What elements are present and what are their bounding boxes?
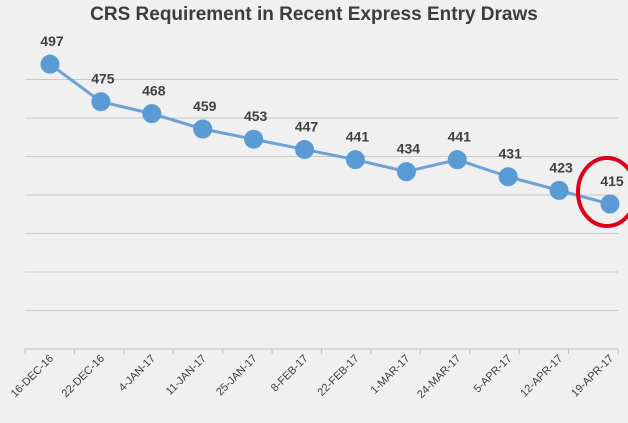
data-label: 453: [244, 108, 268, 124]
data-point: [447, 150, 467, 170]
data-point: [345, 150, 365, 170]
data-point: [244, 129, 264, 149]
x-tick-labels: 16-DEC-16 22-DEC-16 4-JAN-17 11-JAN-17 25-JA…: [9, 353, 616, 401]
gridlines: [25, 79, 618, 311]
highlight-circle: [576, 156, 628, 229]
x-tick-label: 11-JAN-17: [164, 353, 209, 398]
data-point: [193, 119, 213, 139]
series-line: [49, 62, 611, 206]
data-point: [498, 167, 518, 187]
x-tick-label: 5-APR-17: [472, 353, 515, 396]
x-tick-label: 8-FEB-17: [269, 353, 311, 395]
data-labels: 497 475 468 459 453 447 441 434 441 431 423 415: [40, 33, 624, 189]
x-tick-label: 24-MAR-17: [415, 353, 463, 401]
data-point: [40, 54, 60, 74]
data-point: [91, 92, 111, 112]
data-label: 459: [193, 98, 217, 114]
x-tick-label: 1-MAR-17: [369, 353, 413, 397]
chart-title: CRS Requirement in Recent Express Entry …: [90, 4, 538, 25]
x-tick-label: 16-DEC-16: [9, 353, 56, 400]
data-point: [549, 180, 569, 200]
data-label: 434: [397, 141, 421, 157]
data-label: 441: [448, 129, 472, 145]
data-point: [142, 104, 162, 124]
x-tick-label: 22-DEC-16: [60, 353, 107, 400]
x-tick-label: 25-JAN-17: [214, 353, 260, 399]
x-tick-label: 4-JAN-17: [117, 353, 158, 394]
data-label: 415: [600, 173, 624, 189]
x-axis: [24, 348, 619, 354]
data-point: [295, 139, 315, 159]
data-points: [40, 54, 620, 214]
data-point: [396, 162, 416, 182]
x-tick-label: 19-APR-17: [569, 353, 616, 400]
data-label: 447: [295, 118, 319, 134]
x-tick-label: 12-APR-17: [518, 353, 565, 400]
data-label: 431: [499, 146, 523, 162]
data-label: 475: [91, 71, 115, 87]
data-label: 441: [346, 129, 370, 145]
data-label: 423: [549, 159, 573, 175]
data-label: 497: [40, 33, 64, 49]
data-label: 468: [142, 83, 166, 99]
x-tick-label: 22-FEB-17: [315, 353, 361, 399]
data-point: [600, 194, 620, 214]
